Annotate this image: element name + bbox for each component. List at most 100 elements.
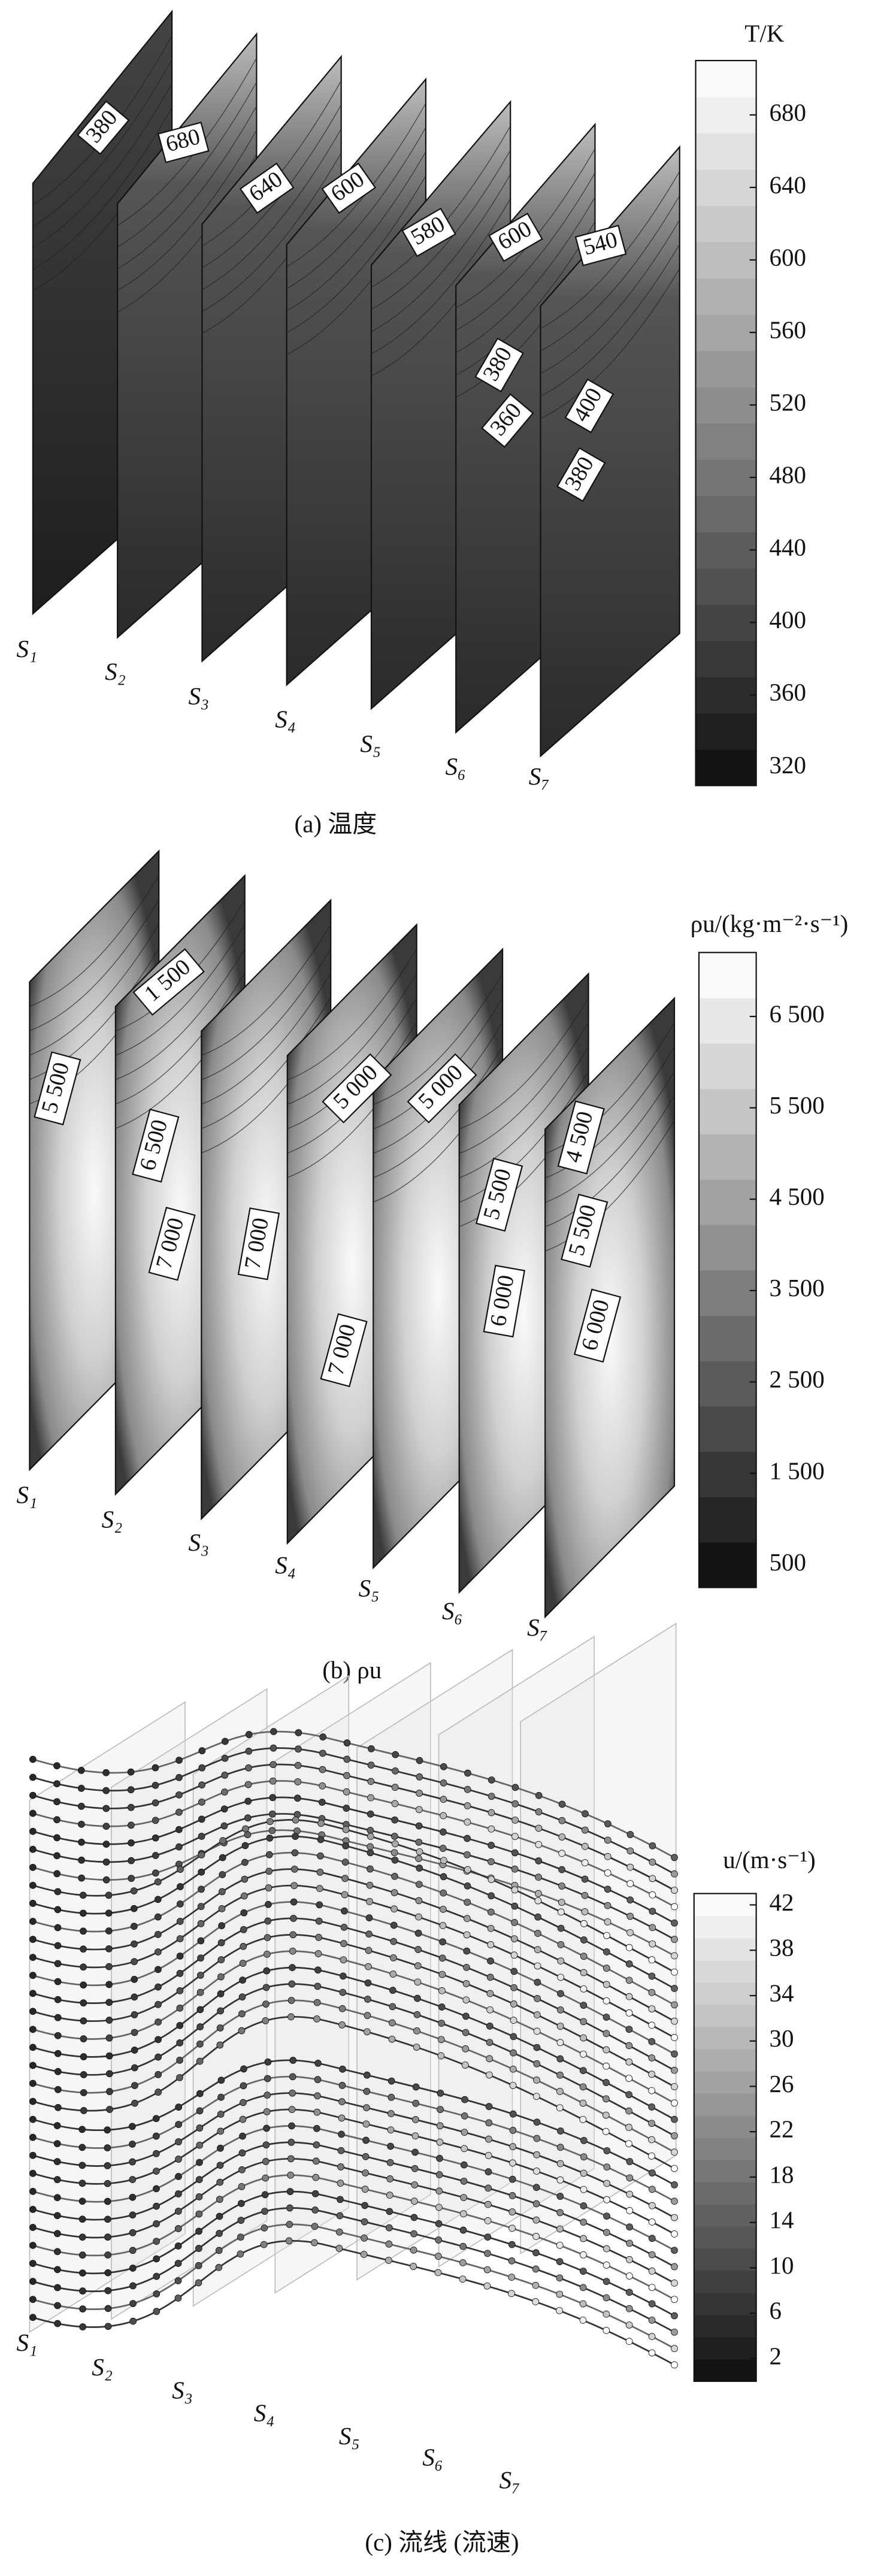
streamline-dot	[511, 1833, 519, 1841]
contour-line	[202, 153, 342, 312]
streamline-dot	[196, 2159, 203, 2166]
streamline-dot	[295, 1745, 302, 1753]
streamline-dot	[29, 2260, 37, 2267]
streamline-dot	[603, 2245, 610, 2253]
streamline-dot	[415, 1855, 422, 1862]
streamline-dot	[341, 1907, 348, 1915]
streamline-dot	[54, 2284, 61, 2292]
colorbar-band	[699, 1315, 756, 1361]
streamline-dot	[79, 2305, 86, 2312]
streamline-dot	[198, 1851, 205, 1858]
streamline-dot	[287, 1997, 295, 2004]
streamline-dot	[244, 1797, 252, 1805]
streamline-dot	[671, 2312, 678, 2320]
streamline-dot	[483, 2266, 491, 2274]
streamline-dot	[176, 1953, 184, 1960]
streamline-dot	[556, 2144, 564, 2151]
streamline-dot	[556, 2306, 563, 2314]
streamline-dot	[105, 1999, 113, 2006]
streamline-dot	[556, 2160, 564, 2168]
streamline-dot	[131, 2047, 138, 2054]
contour-line	[32, 59, 172, 227]
streamline-dot	[579, 2083, 587, 2091]
streamline-dot	[671, 2050, 678, 2058]
streamline-dot	[127, 1768, 135, 1776]
streamline-dot	[671, 2083, 678, 2090]
streamline-dot	[79, 1909, 87, 1917]
contour-line	[29, 899, 159, 1031]
contour-line	[544, 1071, 675, 1203]
contour-label-box	[132, 1108, 180, 1183]
contour-line	[544, 1095, 675, 1227]
colorbar-tick-label: 6 500	[770, 1000, 825, 1028]
streamline-dot	[270, 1728, 277, 1736]
streamline-dot	[581, 1859, 589, 1867]
slice-label: S₇	[499, 2466, 520, 2494]
streamline-dot	[78, 2197, 86, 2205]
streamline-dot	[340, 1940, 347, 1947]
streamline-dot	[29, 2115, 37, 2123]
contour-line	[455, 221, 596, 376]
streamline-dot	[580, 2018, 588, 2026]
streamline-dot	[29, 1936, 37, 1943]
streamline-dot	[128, 2123, 136, 2130]
streamline-dot	[341, 1891, 349, 1899]
streamline-dot	[215, 2264, 223, 2271]
streamline-dot	[671, 1919, 678, 1927]
streamline-dot	[104, 2251, 111, 2259]
streamline-dot	[78, 2162, 86, 2169]
streamline-dot	[343, 1772, 350, 1779]
streamline-dot	[104, 2269, 112, 2277]
streamline-dot	[198, 1747, 206, 1754]
contour-line	[544, 1022, 675, 1154]
streamline-dot	[557, 1908, 565, 1916]
streamline-dot	[581, 1891, 589, 1899]
streamline-dot	[580, 2235, 587, 2242]
streamline-dot	[671, 2132, 678, 2139]
slice-label: S₂	[92, 2353, 113, 2381]
streamline-dot	[264, 1917, 272, 1925]
streamline-dot	[461, 2112, 468, 2120]
colorbar-band	[694, 2203, 756, 2227]
streamline-dot	[671, 2115, 678, 2123]
colorbar-band	[695, 386, 756, 424]
streamline-dot	[557, 1973, 565, 1981]
streamline-dot	[313, 2015, 320, 2023]
streamline-dot	[362, 2120, 370, 2128]
streamline-dot	[461, 2129, 468, 2136]
streamline-dot	[389, 2003, 396, 2011]
streamline-dot	[625, 2140, 632, 2148]
streamline-dot	[461, 2096, 468, 2103]
streamline-dot	[238, 2200, 245, 2207]
streamline-dot	[438, 2003, 446, 2011]
contour-line	[544, 1120, 675, 1252]
streamline-dot	[483, 2282, 491, 2290]
streamline-dot	[80, 1999, 87, 2007]
streamline-dot	[106, 2088, 113, 2096]
streamline-dot	[557, 1957, 565, 1964]
streamline-dot	[671, 1952, 678, 1960]
contour-line	[455, 172, 596, 331]
streamline-dot	[54, 1906, 62, 1914]
streamline-dot	[556, 2006, 564, 2014]
contour-label-box	[488, 212, 543, 262]
colorbar-band	[694, 2270, 756, 2293]
streamline-dot	[79, 2287, 86, 2295]
streamline-dot	[580, 1969, 588, 1976]
streamline-dot	[129, 2211, 137, 2219]
colorbar-band	[694, 2026, 756, 2050]
contour-line	[287, 949, 417, 1080]
streamline-dot	[238, 2027, 246, 2035]
colorbar-band	[694, 2336, 756, 2360]
colorbar-band	[695, 749, 756, 786]
streamline-dot	[314, 2076, 322, 2084]
streamline-dot	[130, 1905, 138, 1912]
streamline-dot	[268, 1810, 276, 1818]
colorbar-tick-label: 560	[770, 316, 806, 343]
streamline-dot	[556, 2225, 564, 2233]
streamline-dot	[648, 2349, 656, 2357]
streamline-dot	[217, 2076, 225, 2084]
streamline-dot	[510, 2049, 517, 2057]
streamline-dot	[508, 2290, 515, 2297]
